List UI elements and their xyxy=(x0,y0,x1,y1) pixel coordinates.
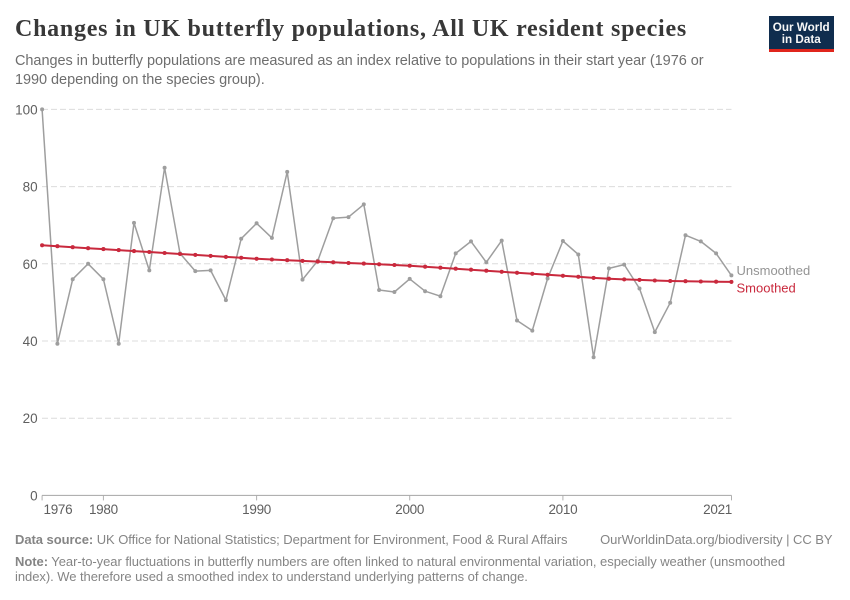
svg-text:1990: 1990 xyxy=(242,502,271,517)
svg-text:80: 80 xyxy=(23,180,38,195)
svg-text:60: 60 xyxy=(23,257,38,272)
svg-text:20: 20 xyxy=(23,411,38,426)
svg-text:Smoothed: Smoothed xyxy=(737,281,796,296)
svg-text:100: 100 xyxy=(15,102,38,117)
svg-text:Unsmoothed: Unsmoothed xyxy=(737,263,811,278)
svg-text:2000: 2000 xyxy=(395,502,424,517)
svg-text:2010: 2010 xyxy=(548,502,577,517)
svg-text:0: 0 xyxy=(30,488,38,503)
svg-text:2021: 2021 xyxy=(703,502,732,517)
svg-text:1980: 1980 xyxy=(89,502,118,517)
svg-text:40: 40 xyxy=(23,334,38,349)
svg-text:1976: 1976 xyxy=(44,502,73,517)
